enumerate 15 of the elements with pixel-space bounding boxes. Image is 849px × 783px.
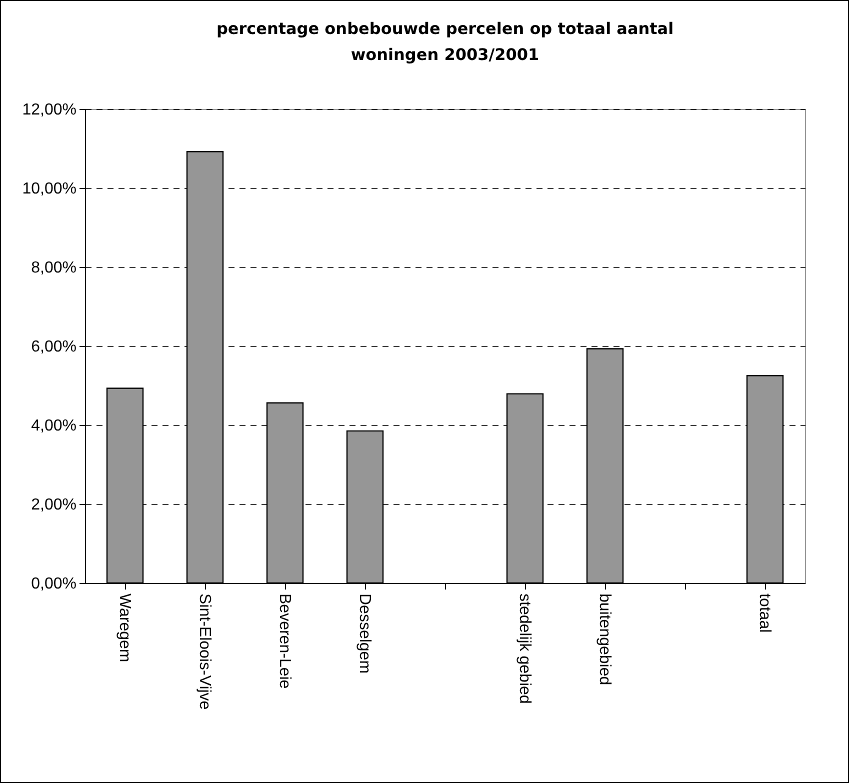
y-tick-label: 10,00% bbox=[22, 180, 76, 198]
x-tick-label: buitengebied bbox=[596, 594, 613, 686]
x-tick-label: Beveren-Leie bbox=[276, 594, 293, 689]
y-tick-label: 6,00% bbox=[31, 338, 76, 356]
y-tick-label: 2,00% bbox=[31, 496, 76, 514]
x-tick-label: stedelijk gebied bbox=[516, 594, 533, 704]
x-tick-label: Desselgem bbox=[356, 594, 373, 674]
x-tick-label: totaal bbox=[756, 594, 773, 633]
x-tick-label: Waregem bbox=[116, 594, 133, 662]
y-tick-label: 8,00% bbox=[31, 260, 76, 276]
y-tick-label: 12,00% bbox=[22, 102, 76, 118]
chart-title: percentage onbebouwde percelen op totaal aantal woningen 2003/2001 bbox=[216, 19, 674, 64]
y-tick-label: 0,00% bbox=[31, 576, 76, 592]
y-tick-label: 4,00% bbox=[31, 418, 76, 434]
x-tick-label: Sint-Eloois-Vijve bbox=[196, 594, 213, 710]
